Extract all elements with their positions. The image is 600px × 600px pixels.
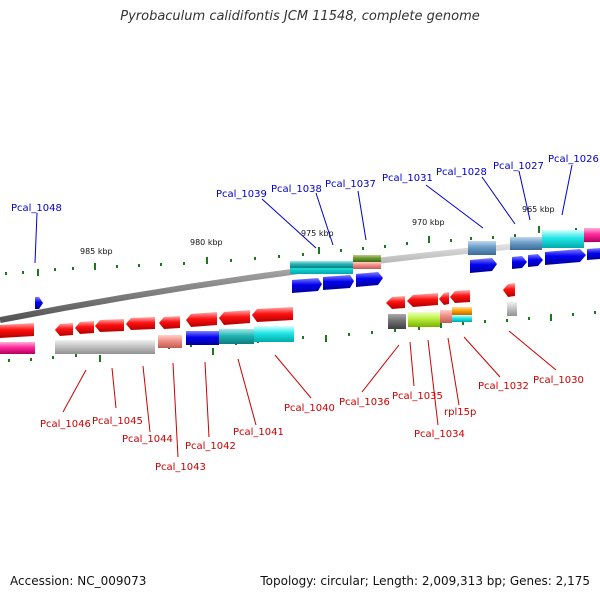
label-pcal-1045: Pcal_1045 (92, 416, 143, 427)
label-pcal-1035: Pcal_1035 (392, 391, 443, 402)
gene-pcal-1040 (252, 307, 293, 322)
topology-text: Topology: circular; Length: 2,009,313 bp… (260, 574, 590, 588)
label-pcal-1026: Pcal_1026 (548, 154, 599, 165)
gene-pcal-1046 (55, 323, 73, 336)
label-rpl15p: rpl15p (444, 407, 476, 418)
gene-arrow-a (292, 278, 322, 293)
gene-rpl15p (452, 307, 472, 315)
gene-pcal-1027 (542, 230, 584, 248)
label-pcal-1041: Pcal_1041 (233, 427, 284, 438)
label-pcal-1039: Pcal_1039 (216, 189, 267, 200)
label-pcal-1037: Pcal_1037 (325, 179, 376, 190)
ruler-label-980: 980 kbp (190, 238, 223, 247)
ruler-label-975: 975 kbp (301, 229, 334, 238)
gene-pcal-1030 (503, 283, 515, 297)
label-pcal-1043: Pcal_1043 (155, 462, 206, 473)
gene-pcal-1031 (468, 241, 496, 255)
accession-text: Accession: NC_009073 (10, 574, 147, 588)
gene-pcal-1036 (386, 296, 405, 309)
gene-pcal-1041 (219, 310, 250, 325)
label-pcal-1030: Pcal_1030 (533, 375, 584, 386)
leaders-top (34, 164, 573, 264)
label-pcal-1034: Pcal_1034 (414, 429, 465, 440)
label-pcal-1032: Pcal_1032 (478, 381, 529, 392)
label-pcal-1042: Pcal_1042 (185, 441, 236, 452)
gene-pcal-1044 (126, 317, 155, 330)
features-lower (0, 283, 517, 354)
gene-pcal-1042 (186, 312, 217, 327)
map-title: Pyrobaculum calidifontis JCM 11548, comp… (120, 9, 480, 24)
features-upper (35, 228, 600, 309)
gene-pcal-1032 (450, 290, 470, 303)
label-pcal-1040: Pcal_1040 (284, 403, 335, 414)
ruler-label-965: 965 kbp (522, 205, 555, 214)
label-pcal-1027: Pcal_1027 (493, 161, 544, 172)
ruler-lower (8, 311, 596, 362)
gene-pcal-1026 (584, 228, 600, 242)
gene-pcal-1037 (353, 255, 381, 262)
ruler-upper (5, 226, 577, 276)
label-pcal-1031: Pcal_1031 (382, 173, 433, 184)
label-pcal-1044: Pcal_1044 (122, 434, 173, 445)
gene-pcal-1034 (408, 312, 440, 327)
gene-pcal-1035 (407, 293, 438, 307)
ruler-label-985: 985 kbp (80, 247, 113, 256)
ruler-label-970: 970 kbp (412, 218, 445, 227)
gene-pcal-1048 (35, 297, 43, 309)
gene-pcal-1028 (510, 237, 542, 250)
leaders-bottom (62, 330, 557, 458)
label-pcal-1028: Pcal_1028 (436, 167, 487, 178)
label-pcal-1046: Pcal_1046 (40, 419, 91, 430)
label-pcal-1048: Pcal_1048 (11, 203, 62, 214)
label-pcal-1038: Pcal_1038 (271, 184, 322, 195)
gene-pcal-1043 (159, 316, 180, 329)
label-pcal-1036: Pcal_1036 (339, 397, 390, 408)
gene-pcal-1045 (75, 321, 94, 334)
